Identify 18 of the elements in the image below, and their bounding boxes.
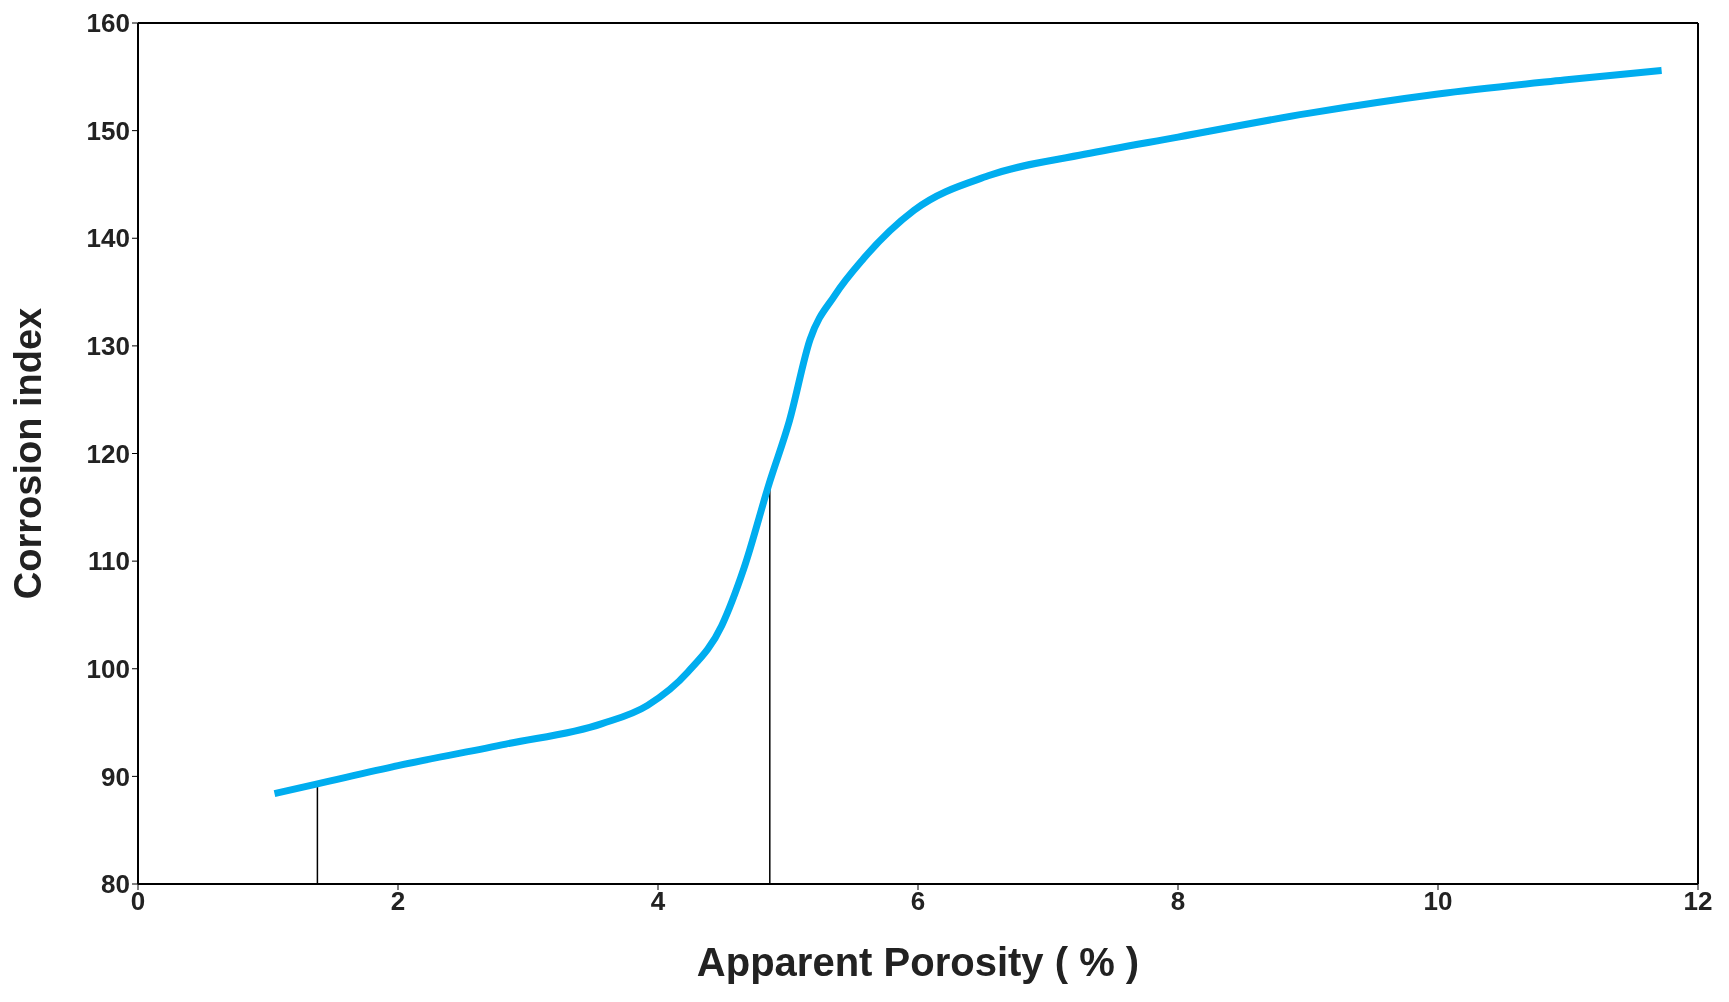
y-tick-label: 120: [86, 438, 130, 469]
x-tick-label: 4: [650, 886, 666, 917]
x-tick-label: 8: [1170, 886, 1186, 917]
x-tick-label: 6: [910, 886, 926, 917]
y-tick-label: 110: [88, 546, 130, 577]
x-tick-label: 10: [1423, 886, 1453, 917]
y-tick-label: 140: [86, 223, 130, 254]
y-tick-label: 90: [101, 761, 130, 792]
x-axis-title: Apparent Porosity ( % ): [696, 940, 1140, 984]
y-tick-label: 150: [86, 115, 130, 146]
y-tick-label: 100: [86, 653, 130, 684]
y-tick-label: 160: [86, 8, 130, 39]
y-tick-label: 80: [101, 869, 130, 900]
x-tick-label: 2: [390, 886, 406, 917]
x-tick-label: 0: [130, 886, 146, 917]
y-axis-title: Corrosion index: [7, 307, 50, 600]
y-tick-label: 130: [86, 331, 130, 362]
x-tick-label: 12: [1683, 886, 1713, 917]
